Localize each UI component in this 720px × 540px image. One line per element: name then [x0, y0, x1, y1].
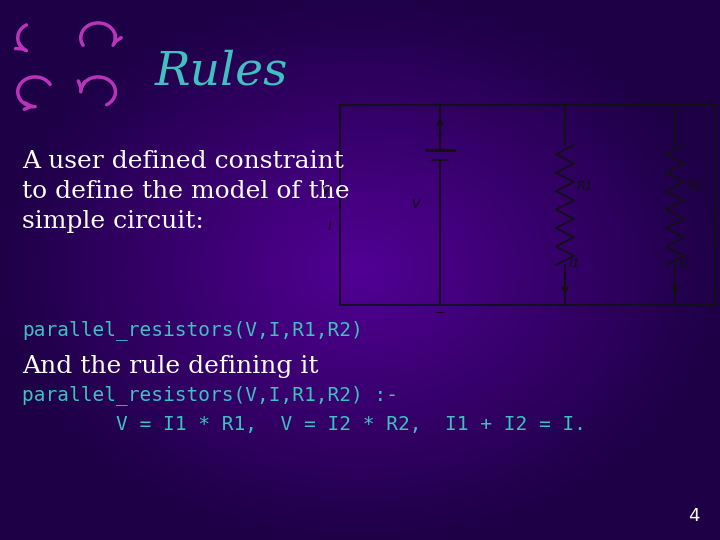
Text: simple circuit:: simple circuit:	[22, 210, 204, 233]
Text: V = I1 * R1,  V = I2 * R2,  I1 + I2 = I.: V = I1 * R1, V = I2 * R2, I1 + I2 = I.	[22, 415, 586, 434]
Text: Rules: Rules	[155, 49, 289, 94]
Text: And the rule defining it: And the rule defining it	[22, 355, 318, 378]
Text: I2: I2	[679, 257, 690, 270]
Text: V: V	[322, 184, 330, 197]
Text: parallel_resistors(V,I,R1,R2) :-: parallel_resistors(V,I,R1,R2) :-	[22, 385, 398, 405]
Bar	[340, 105, 715, 305]
Text: V: V	[412, 199, 420, 212]
Text: A user defined constraint: A user defined constraint	[22, 150, 344, 173]
Text: I1: I1	[569, 257, 581, 270]
Text: I: I	[328, 220, 332, 233]
Text: 4: 4	[688, 507, 700, 525]
Text: parallel_resistors(V,I,R1,R2): parallel_resistors(V,I,R1,R2)	[22, 320, 363, 340]
Text: R1: R1	[577, 180, 593, 193]
Text: R2: R2	[687, 180, 703, 193]
Text: +: +	[436, 130, 445, 140]
Text: to define the model of the: to define the model of the	[22, 180, 350, 203]
Text: −: −	[435, 307, 445, 320]
